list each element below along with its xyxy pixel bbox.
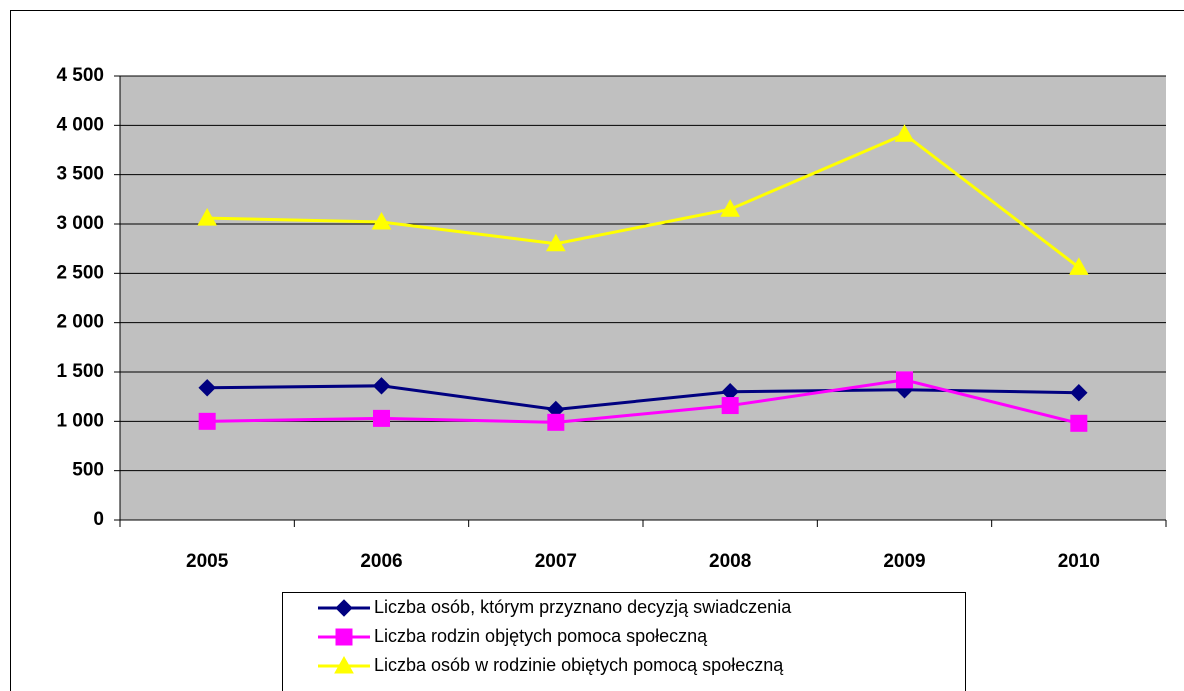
line [207, 384, 1079, 412]
x-tick-label: 2008 [709, 551, 751, 572]
y-tick-label: 4 500 [56, 65, 104, 86]
marker [1068, 257, 1089, 275]
y-tick-label: 1 000 [56, 410, 104, 431]
marker [198, 379, 216, 397]
y-tick-label: 3 000 [56, 213, 104, 234]
y-tick-label: 500 [72, 460, 104, 481]
marker [894, 124, 915, 142]
marker [335, 628, 353, 646]
marker [334, 655, 354, 674]
x-tick-label: 2009 [883, 551, 925, 572]
legend-label: Liczba osób, którym przyznano decyzją sw… [374, 597, 792, 617]
marker [1070, 384, 1088, 402]
y-tick-label: 0 [93, 509, 104, 530]
x-tick-label: 2006 [360, 551, 402, 572]
marker [371, 212, 392, 230]
marker [198, 412, 216, 430]
marker [372, 377, 391, 395]
marker [545, 233, 566, 252]
y-tick-label: 1 500 [56, 361, 104, 382]
marker [197, 208, 218, 226]
marker [373, 409, 390, 427]
legend-label: Liczba rodzin objętych pomoca społeczną [374, 626, 708, 646]
legend-label: Liczba osób w rodzinie obiętych pomocą s… [374, 655, 784, 675]
marker [720, 199, 741, 217]
marker [896, 371, 913, 389]
x-tick-label: 2005 [186, 551, 229, 572]
line [207, 132, 1080, 269]
legend-box [282, 592, 966, 691]
x-tick-label: 2007 [535, 551, 577, 572]
line [207, 378, 1080, 425]
y-tick-label: 3 500 [56, 164, 104, 185]
y-tick-label: 2 000 [56, 312, 104, 333]
plot-area [120, 76, 1166, 520]
marker [1070, 414, 1088, 432]
x-tick-label: 2010 [1058, 551, 1100, 572]
marker [547, 413, 565, 431]
y-tick-label: 4 000 [56, 114, 104, 135]
marker [335, 599, 353, 617]
marker [721, 397, 739, 415]
y-tick-label: 2 500 [56, 262, 104, 283]
